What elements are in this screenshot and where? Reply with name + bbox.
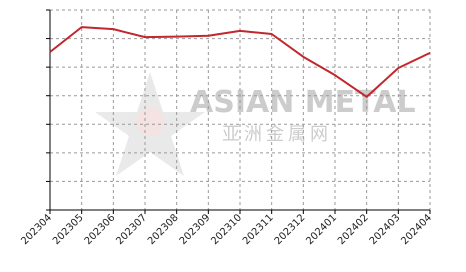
watermark-text: 亚洲金属网 <box>222 124 332 145</box>
x-tick-label: 202403 <box>368 212 403 247</box>
x-tick-label: 202304 <box>19 212 54 247</box>
x-tick-label: 202305 <box>51 212 86 247</box>
x-tick-label: 202311 <box>241 212 276 247</box>
x-tick-label: 202309 <box>178 212 213 247</box>
x-tick-label: 202402 <box>336 212 371 247</box>
line-series <box>49 26 431 98</box>
watermark-text: ASIAN METAL <box>190 85 416 120</box>
watermark-logo <box>95 72 205 176</box>
x-tick-label: 202307 <box>114 212 149 247</box>
x-tick-label: 202404 <box>399 212 434 247</box>
x-tick-label: 202306 <box>83 212 118 247</box>
x-tick-label: 202308 <box>146 212 181 247</box>
x-tick-label: 202401 <box>304 212 339 247</box>
x-tick-label: 202310 <box>209 212 244 247</box>
x-tick-label: 202312 <box>273 212 308 247</box>
